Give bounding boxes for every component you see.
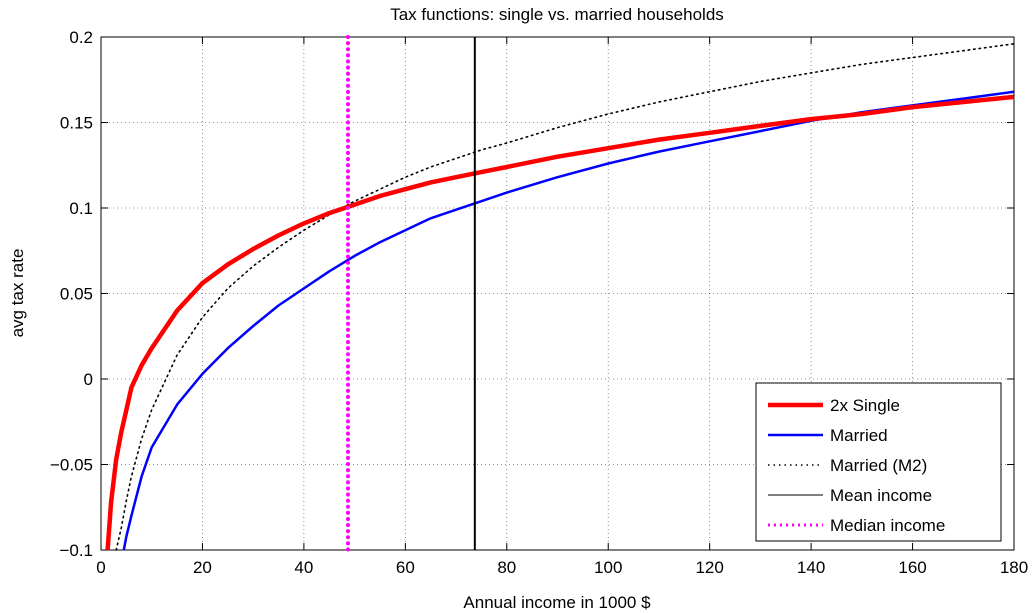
legend-box	[755, 382, 1002, 542]
legend-label-married: Married	[830, 426, 888, 445]
y-tick-label: −0.1	[59, 541, 93, 560]
legend-label-single: 2x Single	[830, 396, 900, 415]
legend-label-median-income: Median income	[830, 516, 945, 535]
y-tick-label: 0.2	[69, 28, 93, 47]
x-tick-label: 160	[898, 558, 926, 577]
reference-lines	[346, 35, 476, 552]
y-tick-label: 0.15	[60, 114, 93, 133]
x-tick-label: 180	[1000, 558, 1028, 577]
x-tick-label: 80	[497, 558, 516, 577]
x-tick-label: 120	[695, 558, 723, 577]
series-line-married-m2	[115, 43, 1015, 551]
x-tick-label: 60	[396, 558, 415, 577]
y-tick-label: 0.05	[60, 285, 93, 304]
x-tick-label: 40	[294, 558, 313, 577]
legend: 2x Single Married Married (M2) Mean inco…	[755, 382, 1002, 542]
series-line-married	[122, 90, 1015, 551]
x-axis-label: Annual income in 1000 $	[463, 593, 651, 612]
x-tick-label: 140	[797, 558, 825, 577]
y-tick-labels: −0.1 −0.05 0 0.05 0.1 0.15 0.2	[50, 28, 93, 560]
y-tick-label: 0.1	[69, 199, 93, 218]
series-layer	[105, 43, 1015, 551]
y-axis-label: avg tax rate	[8, 249, 27, 338]
grid-lines	[101, 37, 1014, 550]
axis-ticks	[100, 36, 1015, 551]
x-tick-labels: 0 20 40 60 80 100 120 140 160 180	[96, 558, 1028, 577]
legend-label-married-m2: Married (M2)	[830, 456, 927, 475]
x-tick-label: 0	[96, 558, 105, 577]
chart-title: Tax functions: single vs. married househ…	[390, 5, 724, 24]
series-line-2x-single	[105, 94, 1015, 551]
legend-label-mean-income: Mean income	[830, 486, 932, 505]
y-tick-label: −0.05	[50, 456, 93, 475]
y-tick-label: 0	[84, 370, 93, 389]
x-tick-label: 20	[193, 558, 212, 577]
x-tick-label: 100	[594, 558, 622, 577]
